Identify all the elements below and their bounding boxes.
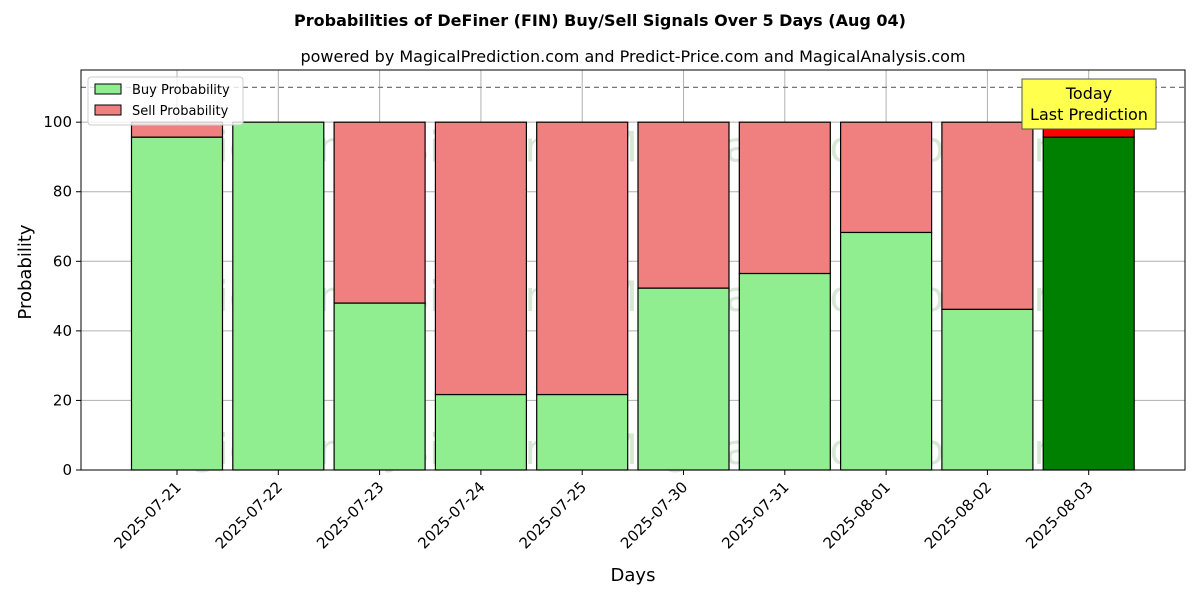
legend-box — [87, 76, 244, 126]
y-tick-label: 20 — [53, 391, 72, 409]
annotation-line2: Last Prediction — [1030, 105, 1148, 124]
bar-buy — [434, 393, 527, 471]
x-tick-label: 2025-07-30 — [617, 478, 691, 552]
x-tick-label: 2025-08-03 — [1022, 478, 1096, 552]
bar-sell — [333, 121, 426, 304]
annotation-line1: Today — [1065, 84, 1112, 103]
plot-frame — [80, 69, 1186, 471]
x-tick-label: 2025-07-22 — [212, 478, 286, 552]
bar-sell — [839, 121, 933, 234]
annotation-box — [1021, 78, 1157, 130]
legend-label-sell: Sell Probability — [132, 104, 229, 119]
bar-buy — [130, 136, 224, 471]
x-axis-label: Days — [611, 565, 656, 586]
bar-buy — [839, 231, 933, 471]
bar-sell — [637, 121, 730, 289]
bar-buy — [536, 393, 629, 471]
bar-buy — [941, 308, 1034, 471]
x-tick-label: 2025-07-31 — [718, 478, 792, 552]
legend-swatch-buy — [94, 83, 122, 95]
bar-buy — [637, 287, 730, 471]
bar-sell — [941, 121, 1034, 310]
x-tick-label: 2025-07-21 — [110, 478, 184, 552]
y-tick-label: 100 — [43, 113, 72, 131]
legend: Buy Probability Sell Probability — [87, 76, 244, 126]
y-tick-label: 0 — [62, 461, 72, 479]
bar-buy — [1042, 136, 1135, 471]
x-tick-label: 2025-07-25 — [516, 478, 590, 552]
chart-title: Probabilities of DeFiner (FIN) Buy/Sell … — [294, 11, 906, 30]
y-tick-label: 40 — [53, 322, 72, 340]
bar-buy — [333, 302, 426, 471]
y-tick-label: 80 — [53, 183, 72, 201]
y-tick-label: 60 — [53, 252, 72, 270]
y-axis-label: Probability — [15, 224, 36, 319]
today-annotation: Today Last Prediction — [1021, 78, 1157, 130]
bar-sell — [536, 121, 629, 396]
bar-buy — [738, 272, 831, 471]
bar-buy — [232, 121, 325, 471]
bar-sell — [434, 121, 527, 396]
plot-area: MagicalAnalysis.comMagicalPrediction.com… — [43, 69, 1186, 552]
x-tick-label: 2025-07-23 — [313, 478, 387, 552]
legend-swatch-sell — [94, 104, 122, 116]
x-tick-label: 2025-08-01 — [820, 478, 894, 552]
x-tick-label: 2025-08-02 — [921, 478, 995, 552]
bar-sell — [738, 121, 831, 275]
chart-subtitle: powered by MagicalPrediction.com and Pre… — [300, 47, 965, 66]
x-tick-label: 2025-07-24 — [414, 478, 488, 552]
legend-label-buy: Buy Probability — [132, 83, 230, 98]
